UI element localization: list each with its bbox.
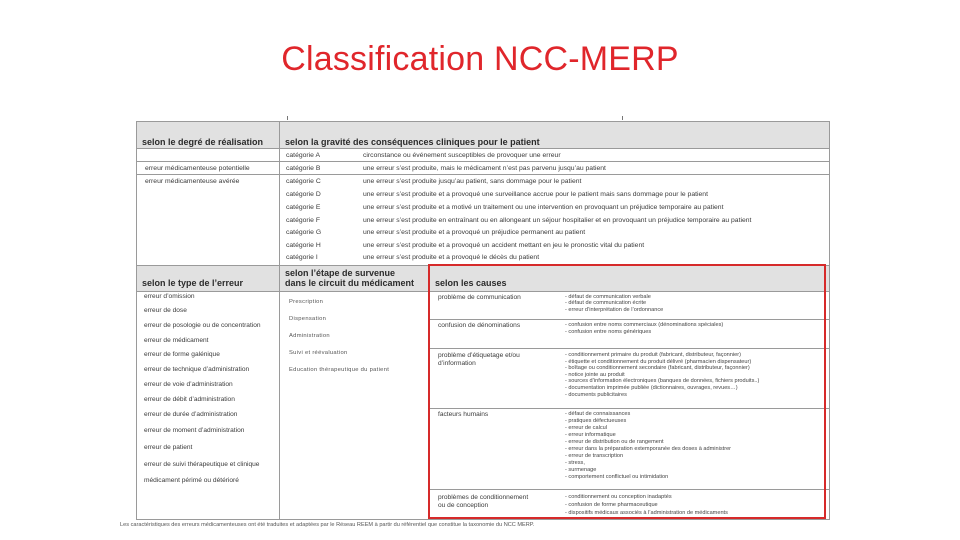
- error-type-item: erreur de posologie ou de concentration: [144, 322, 261, 329]
- step-item: Prescription: [289, 299, 324, 305]
- category-description: une erreur s’est produite et a motivé un…: [363, 204, 724, 211]
- category-label: catégorie I: [286, 254, 318, 261]
- cause-detail: - erreur informatique: [565, 432, 616, 438]
- realisation-item: erreur médicamenteuse potentielle: [145, 165, 250, 172]
- header-realisation: selon le degré de réalisation: [142, 137, 264, 147]
- header-causes: selon les causes: [435, 278, 507, 288]
- error-type-item: erreur de technique d’administration: [144, 366, 250, 373]
- cause-detail: - dispositifs médicaux associés à l’admi…: [565, 510, 728, 516]
- cause-label: confusion de dénominations: [438, 322, 521, 329]
- cause-detail: - confusion de forme pharmaceutique: [565, 502, 658, 508]
- category-description: une erreur s’est produite et a provoqué …: [363, 229, 586, 236]
- header-etape-line1: selon l’étape de survenue: [285, 268, 396, 278]
- error-type-item: erreur de moment d’administration: [144, 427, 245, 434]
- category-description: une erreur s’est produite, mais le médic…: [363, 165, 606, 172]
- source-footnote: Les caractéristiques des erreurs médicam…: [120, 522, 535, 528]
- cause-detail: - confusion entre noms commerciaux (déno…: [565, 322, 724, 328]
- error-type-item: erreur de dose: [144, 307, 187, 314]
- row-divider: [137, 174, 829, 175]
- step-item: Dispensation: [289, 316, 327, 322]
- causes-highlight-box: [428, 264, 826, 519]
- cause-detail: - sources d’information électroniques (b…: [565, 378, 760, 384]
- cause-detail: - documents publicitaires: [565, 392, 627, 398]
- cause-label: problèmes de conditionnement: [438, 494, 529, 501]
- cause-detail: - stress,: [565, 460, 585, 466]
- cause-detail: - boîtage ou conditionnement secondaire …: [565, 365, 750, 371]
- category-label: catégorie H: [286, 242, 321, 249]
- category-label: catégorie G: [286, 229, 322, 236]
- cause-detail: - erreur de calcul: [565, 425, 607, 431]
- category-description: une erreur s’est produite jusqu’au patie…: [363, 178, 582, 185]
- cause-detail: - défaut de communication écrite: [565, 300, 647, 306]
- table-top-tick: [622, 116, 623, 120]
- category-label: catégorie D: [286, 191, 321, 198]
- error-type-item: erreur de patient: [144, 444, 193, 451]
- error-type-item: erreur de médicament: [144, 337, 209, 344]
- cause-detail: - conditionnement primaire du produit (f…: [565, 352, 741, 358]
- cause-detail: - étiquette et conditionnement du produi…: [565, 359, 752, 365]
- category-label: catégorie C: [286, 178, 321, 185]
- error-type-item: erreur d’omission: [144, 293, 195, 300]
- row-divider: [137, 291, 829, 292]
- cause-detail: - documentation imprimée publiée (dictio…: [565, 385, 738, 391]
- step-item: Education thérapeutique du patient: [289, 367, 390, 373]
- row-divider: [137, 161, 829, 162]
- category-description: circonstance ou événement susceptibles d…: [363, 152, 561, 159]
- row-divider: [137, 148, 829, 149]
- cause-detail: - notice jointe au produit: [565, 372, 625, 378]
- cause-detail: - erreur de distribution ou de rangement: [565, 439, 664, 445]
- cause-detail: - erreur dans la préparation extemporané…: [565, 446, 732, 452]
- cause-detail: - erreur d’interprétation de l’ordonnanc…: [565, 307, 664, 313]
- table-top-tick: [287, 116, 288, 120]
- step-item: Suivi et réévaluation: [289, 350, 348, 356]
- cause-detail: - défaut de communication verbale: [565, 294, 651, 300]
- row-divider: [429, 489, 829, 490]
- column-divider: [279, 122, 280, 519]
- row-divider: [429, 408, 829, 409]
- error-type-item: erreur de durée d’administration: [144, 411, 238, 418]
- cause-detail: - confusion entre noms génériques: [565, 329, 652, 335]
- row-divider: [429, 319, 829, 320]
- error-type-item: erreur de forme galénique: [144, 351, 220, 358]
- realisation-item: erreur médicamenteuse avérée: [145, 178, 240, 185]
- cause-detail: - surmenage: [565, 467, 597, 473]
- cause-label: ou de conception: [438, 502, 489, 509]
- cause-detail: - défaut de connaissances: [565, 411, 631, 417]
- category-label: catégorie A: [286, 152, 321, 159]
- error-type-item: erreur de voie d’administration: [144, 381, 233, 388]
- category-label: catégorie F: [286, 217, 321, 224]
- row-divider: [429, 348, 829, 349]
- cause-detail: - erreur de transcription: [565, 453, 624, 459]
- category-description: une erreur s’est produite en entraînant …: [363, 217, 752, 224]
- cause-label: d’information: [438, 360, 476, 367]
- cause-label: problème d’étiquetage et/ou: [438, 352, 520, 359]
- cause-label: problème de communication: [438, 294, 521, 301]
- category-label: catégorie E: [286, 204, 321, 211]
- error-type-item: erreur de débit d’administration: [144, 396, 235, 403]
- category-description: une erreur s’est produite et a provoqué …: [363, 191, 708, 198]
- cause-label: facteurs humains: [438, 411, 489, 418]
- classification-table: selon le degré de réalisation selon la g…: [136, 121, 830, 520]
- cause-detail: - pratiques défectueuses: [565, 418, 627, 424]
- header-type: selon le type de l’erreur: [142, 278, 244, 288]
- cause-detail: - comportement conflictuel ou intimidati…: [565, 474, 669, 480]
- category-description: une erreur s’est produite et a provoqué …: [363, 254, 540, 261]
- header-etape-line2: dans le circuit du médicament: [285, 278, 415, 288]
- slide-title: Classification NCC-MERP: [281, 40, 679, 78]
- category-label: catégorie B: [286, 165, 321, 172]
- error-type-item: erreur de suivi thérapeutique et cliniqu…: [144, 461, 260, 468]
- header-gravite: selon la gravité des conséquences cliniq…: [285, 137, 540, 147]
- error-type-item: médicament périmé ou détérioré: [144, 477, 239, 484]
- cause-detail: - conditionnement ou conception inadapté…: [565, 494, 672, 500]
- category-description: une erreur s’est produite et a provoqué …: [363, 242, 645, 249]
- step-item: Administration: [289, 333, 330, 339]
